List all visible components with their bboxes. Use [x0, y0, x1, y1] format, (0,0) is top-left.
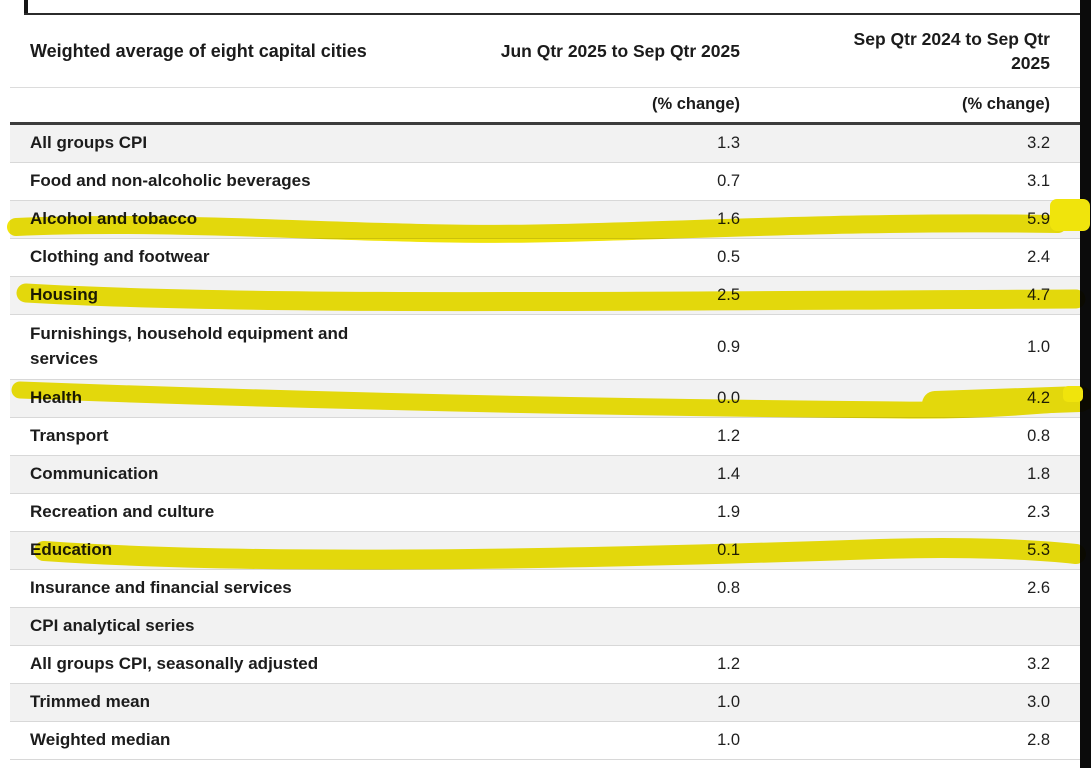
row-value-qtr-change: 0.7 — [717, 172, 740, 190]
row-value-annual-change: 4.7 — [1027, 286, 1050, 304]
table-row: Alcohol and tobacco 1.6 5.9 — [10, 201, 1080, 239]
row-label: CPI analytical series — [30, 616, 195, 636]
table-row: Communication 1.4 1.8 — [10, 456, 1080, 494]
row-label: Housing — [30, 285, 98, 305]
table-row: Health 0.0 4.2 — [10, 380, 1080, 418]
row-value-annual-change: 1.0 — [1027, 337, 1050, 356]
column-header-quarterly: Jun Qtr 2025 to Sep Qtr 2025 — [500, 40, 740, 61]
row-label: Health — [30, 388, 82, 408]
table-row: Trimmed mean 1.0 3.0 — [10, 684, 1080, 722]
row-value-qtr-change: 1.2 — [717, 427, 740, 445]
row-value-annual-change: 3.0 — [1027, 693, 1050, 711]
row-value-annual-change: 1.8 — [1027, 465, 1050, 483]
row-value-qtr-change: 1.0 — [717, 693, 740, 711]
row-value-annual-change: 2.4 — [1027, 248, 1050, 266]
row-label: Furnishings, household equipment and ser… — [30, 324, 349, 368]
table-row: All groups CPI 1.3 3.2 — [10, 125, 1080, 163]
table-top-border — [24, 13, 1080, 15]
row-value-qtr-change: 0.0 — [717, 389, 740, 407]
row-value-qtr-change: 1.3 — [717, 134, 740, 152]
table-row: Food and non-alcoholic beverages 0.7 3.1 — [10, 163, 1080, 201]
row-label: Education — [30, 540, 113, 560]
row-label: Weighted median — [30, 730, 171, 750]
row-label: Insurance and financial services — [30, 578, 292, 598]
row-value-qtr-change: 0.9 — [717, 337, 740, 356]
table-row: Weighted median 1.0 2.8 — [10, 722, 1080, 760]
row-label: Communication — [30, 464, 159, 484]
row-label: All groups CPI — [30, 133, 148, 153]
row-value-annual-change: 0.8 — [1027, 427, 1050, 445]
row-label: All groups CPI, seasonally adjusted — [30, 654, 319, 674]
table-row: Furnishings, household equipment and ser… — [10, 315, 1080, 380]
table-row: Housing 2.5 4.7 — [10, 277, 1080, 315]
row-value-annual-change: 3.2 — [1027, 134, 1050, 152]
row-value-qtr-change: 1.6 — [717, 210, 740, 228]
table-row: Education 0.1 5.3 — [10, 532, 1080, 570]
row-value-annual-change: 3.1 — [1027, 172, 1050, 190]
unit-label-quarterly: (% change) — [651, 94, 740, 113]
row-label: Clothing and footwear — [30, 247, 210, 267]
screenshot-edge-bar — [1080, 0, 1091, 768]
row-value-annual-change: 5.9 — [1027, 210, 1050, 228]
table-row: All groups CPI, seasonally adjusted 1.2 … — [10, 646, 1080, 684]
table-header-row: Weighted average of eight capital cities… — [10, 15, 1080, 88]
table-row: Transport 1.2 0.8 — [10, 418, 1080, 456]
unit-row: (% change) (% change) — [10, 88, 1080, 125]
column-header-annual: Sep Qtr 2024 to Sep Qtr 2025 — [853, 28, 1050, 74]
row-value-annual-change: 5.3 — [1027, 541, 1050, 559]
row-label: Food and non-alcoholic beverages — [30, 171, 311, 191]
row-label: Alcohol and tobacco — [30, 209, 198, 229]
row-value-annual-change: 2.6 — [1027, 579, 1050, 597]
row-label: Recreation and culture — [30, 502, 215, 522]
row-label: Trimmed mean — [30, 692, 150, 712]
row-value-annual-change: 3.2 — [1027, 655, 1050, 673]
table-row: Insurance and financial services 0.8 2.6 — [10, 570, 1080, 608]
crop-artifact-tick — [24, 0, 28, 15]
row-value-qtr-change: 1.4 — [717, 465, 740, 483]
row-value-qtr-change: 0.8 — [717, 579, 740, 597]
row-value-qtr-change: 1.9 — [717, 503, 740, 521]
row-value-qtr-change: 0.1 — [717, 541, 740, 559]
row-value-qtr-change: 0.5 — [717, 248, 740, 266]
table-title: Weighted average of eight capital cities — [30, 40, 367, 61]
row-value-qtr-change: 1.2 — [717, 655, 740, 673]
row-value-qtr-change: 2.5 — [717, 286, 740, 304]
row-value-annual-change: 4.2 — [1027, 389, 1050, 407]
unit-label-annual: (% change) — [961, 94, 1050, 113]
cpi-table: Weighted average of eight capital cities… — [10, 15, 1080, 760]
table-row: Clothing and footwear 0.5 2.4 — [10, 239, 1080, 277]
table-body: All groups CPI 1.3 3.2 Food and non-alco… — [10, 125, 1080, 760]
table-row: Recreation and culture 1.9 2.3 — [10, 494, 1080, 532]
row-label: Transport — [30, 426, 109, 446]
row-value-qtr-change: 1.0 — [717, 731, 740, 749]
row-value-annual-change: 2.3 — [1027, 503, 1050, 521]
table-row: CPI analytical series — [10, 608, 1080, 646]
row-value-annual-change: 2.8 — [1027, 731, 1050, 749]
